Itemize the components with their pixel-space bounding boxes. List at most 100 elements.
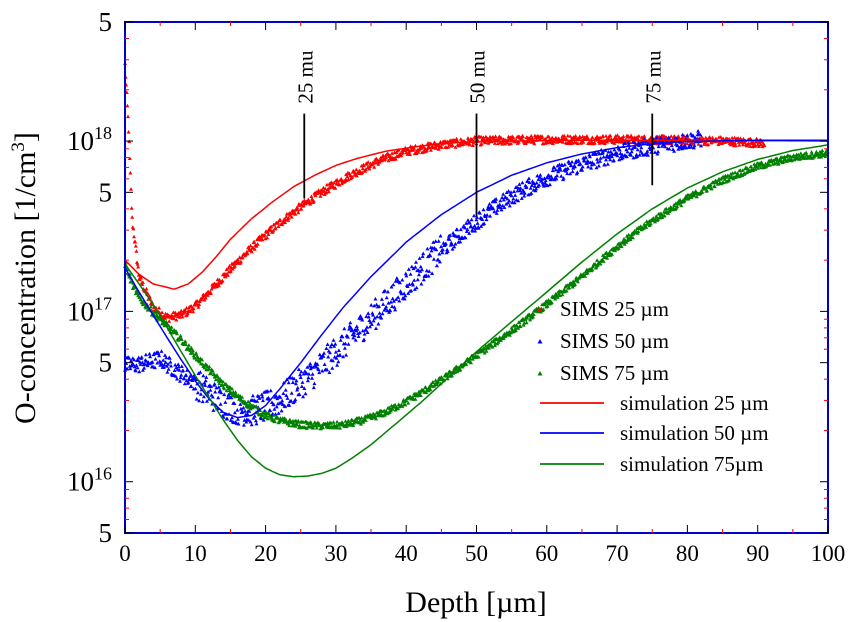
data-point [212, 381, 217, 386]
data-point [223, 400, 228, 404]
series-line-5 [124, 144, 829, 478]
data-point [354, 173, 359, 178]
data-point [569, 163, 574, 168]
data-point [359, 415, 364, 420]
data-point [655, 151, 660, 156]
data-point [311, 385, 316, 390]
data-point [501, 336, 506, 340]
data-point [404, 273, 409, 278]
data-point [469, 224, 473, 228]
data-point [129, 358, 133, 363]
data-point [255, 399, 260, 403]
data-point [261, 418, 266, 422]
data-point [268, 388, 273, 393]
x-tick-label: 60 [535, 541, 558, 566]
data-point [487, 202, 492, 206]
x-tick-label: 90 [746, 541, 769, 566]
data-point [164, 364, 169, 368]
data-point [292, 376, 297, 381]
data-point [204, 399, 209, 403]
data-point [174, 317, 179, 322]
data-point [169, 363, 173, 368]
data-point [463, 235, 468, 240]
data-point [322, 351, 326, 355]
data-point [213, 389, 218, 394]
data-point [271, 228, 276, 233]
data-point [696, 129, 701, 133]
data-point [369, 303, 374, 307]
data-point [601, 133, 605, 138]
legend-label: simulation 75µm [620, 452, 763, 476]
y-axis-title: O-concentration [1/cm [9, 152, 42, 424]
data-point [432, 140, 437, 144]
data-point [248, 243, 253, 248]
data-point [269, 224, 274, 229]
data-point [501, 192, 506, 196]
data-point [335, 419, 340, 424]
data-point [528, 317, 533, 322]
data-point [333, 350, 338, 354]
data-point [699, 143, 703, 148]
data-point [705, 188, 709, 193]
data-point [126, 114, 130, 119]
data-point [636, 134, 641, 138]
data-point [458, 367, 463, 372]
data-point [604, 134, 608, 138]
data-point [203, 378, 208, 383]
data-point [584, 161, 589, 165]
data-point [311, 199, 316, 203]
data-point [191, 306, 196, 311]
data-point [243, 409, 248, 413]
data-point [438, 233, 443, 238]
data-point [590, 160, 595, 164]
data-point [249, 249, 254, 254]
data-point [493, 134, 498, 138]
data-point [509, 193, 514, 198]
x-tick-label: 40 [395, 541, 418, 566]
data-point [390, 296, 395, 301]
data-point [477, 211, 482, 215]
data-point [538, 309, 543, 314]
data-point [406, 401, 411, 405]
data-point [473, 226, 478, 230]
data-point [469, 217, 474, 222]
data-point [280, 398, 285, 403]
data-point [480, 217, 485, 221]
data-point [328, 350, 332, 355]
data-point [245, 411, 250, 416]
y-axis-label: O-concentration [1/cm3] [8, 132, 42, 424]
data-point [736, 136, 741, 140]
data-point [254, 244, 259, 248]
data-point [200, 357, 205, 362]
data-point [629, 153, 634, 157]
data-point [776, 161, 781, 165]
data-point [481, 207, 486, 212]
data-point [184, 378, 189, 383]
data-point [382, 413, 387, 417]
data-point [129, 187, 133, 191]
data-point [419, 281, 424, 286]
data-point [522, 193, 527, 198]
data-point [737, 143, 742, 147]
data-point [660, 139, 665, 143]
data-point [457, 234, 461, 238]
data-point [165, 370, 170, 374]
data-point [405, 284, 410, 288]
data-point [371, 318, 376, 323]
data-point [727, 136, 732, 141]
series-sims-2 [123, 147, 830, 431]
data-point [494, 197, 499, 201]
data-point [524, 320, 529, 325]
data-point [414, 151, 419, 155]
data-point [362, 332, 367, 336]
data-point [134, 249, 139, 253]
data-point [338, 353, 343, 357]
data-point [238, 259, 243, 264]
data-point [324, 346, 329, 350]
data-point [308, 361, 313, 366]
data-point [573, 134, 578, 138]
data-point [611, 158, 616, 162]
depth-marker-label: 25 mu [293, 50, 317, 104]
data-point [157, 353, 162, 358]
data-point [292, 208, 297, 213]
